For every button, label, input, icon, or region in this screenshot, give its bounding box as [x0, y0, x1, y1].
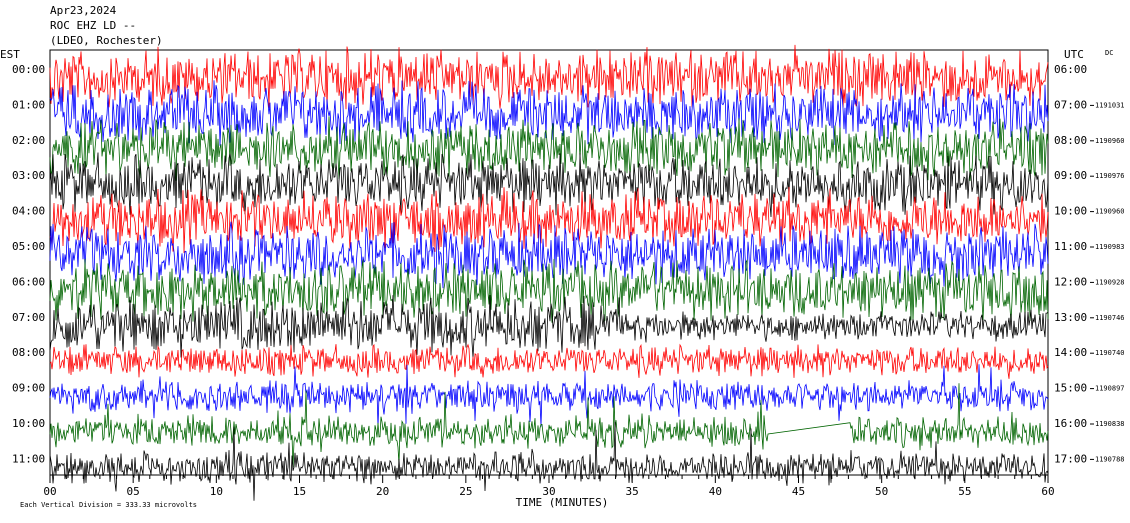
footer: Each Vertical Division = 333.33 microvol…	[20, 501, 197, 509]
x-tick-label: 10	[210, 485, 223, 498]
dc-value: 1190976	[1095, 172, 1125, 180]
traces	[49, 44, 1049, 501]
utc-label: 07:00	[1054, 98, 1087, 111]
seismic-trace	[49, 80, 1049, 146]
dc-value: 1190983	[1095, 243, 1125, 251]
x-tick-label: 05	[127, 485, 140, 498]
dc-value: 1190838	[1095, 420, 1125, 428]
x-tick-label: 60	[1041, 485, 1054, 498]
seismic-trace	[49, 364, 1049, 428]
utc-label: 06:00	[1054, 63, 1087, 76]
est-label: 05:00	[12, 240, 45, 253]
header-line: Apr23,2024	[50, 4, 117, 17]
utc-label: 16:00	[1054, 417, 1087, 430]
dc-value: 1190960	[1095, 208, 1125, 216]
seismic-trace	[49, 294, 1049, 358]
x-tick-label: 15	[293, 485, 306, 498]
x-tick-label: 45	[792, 485, 805, 498]
seismic-trace	[49, 258, 1049, 323]
x-tick-label: 55	[958, 485, 971, 498]
est-label: 00:00	[12, 63, 45, 76]
seismic-trace	[49, 116, 1049, 182]
dc-value: 1190960	[1095, 137, 1125, 145]
seismic-trace	[49, 186, 1049, 253]
dc-value: 1190746	[1095, 314, 1125, 322]
utc-label: 08:00	[1054, 134, 1087, 147]
est-label: 01:00	[12, 98, 45, 111]
utc-label: 09:00	[1054, 169, 1087, 182]
seismic-trace	[49, 383, 1049, 468]
seismic-trace	[49, 44, 1049, 110]
dc-value: 1190740	[1095, 349, 1125, 357]
right-title: UTC	[1064, 48, 1084, 61]
seismic-trace	[49, 421, 1049, 501]
utc-label: 10:00	[1054, 205, 1087, 218]
est-label: 11:00	[12, 452, 45, 465]
dc-value: 1190897	[1095, 385, 1125, 393]
utc-label: 13:00	[1054, 311, 1087, 324]
utc-label: 12:00	[1054, 275, 1087, 288]
dc-value: 1190788	[1095, 455, 1125, 463]
x-tick-label: 20	[376, 485, 389, 498]
x-label: TIME (MINUTES)	[516, 496, 609, 509]
seismic-trace	[49, 343, 1049, 379]
x-tick-label: 50	[875, 485, 888, 498]
est-label: 07:00	[12, 311, 45, 324]
x-tick-label: 35	[626, 485, 639, 498]
x-tick-label: 40	[709, 485, 722, 498]
left-title: EST	[0, 48, 20, 61]
utc-label: 11:00	[1054, 240, 1087, 253]
est-label: 09:00	[12, 382, 45, 395]
est-label: 08:00	[12, 346, 45, 359]
utc-label: 14:00	[1054, 346, 1087, 359]
utc-label: 15:00	[1054, 382, 1087, 395]
est-label: 06:00	[12, 275, 45, 288]
est-label: 04:00	[12, 205, 45, 218]
x-tick-label: 25	[459, 485, 472, 498]
header-line: (LDEO, Rochester)	[50, 34, 163, 47]
x-tick-label: 30	[542, 485, 555, 498]
utc-label: 17:00	[1054, 452, 1087, 465]
est-label: 03:00	[12, 169, 45, 182]
est-label: 10:00	[12, 417, 45, 430]
header-line: ROC EHZ LD --	[50, 19, 136, 32]
x-tick-label: 00	[43, 485, 56, 498]
dc-label: DC	[1105, 49, 1113, 57]
seismic-trace	[49, 152, 1049, 218]
dc-value: 1191031	[1095, 101, 1125, 109]
seismic-trace	[49, 221, 1049, 289]
est-label: 02:00	[12, 134, 45, 147]
dc-value: 1190928	[1095, 278, 1125, 286]
